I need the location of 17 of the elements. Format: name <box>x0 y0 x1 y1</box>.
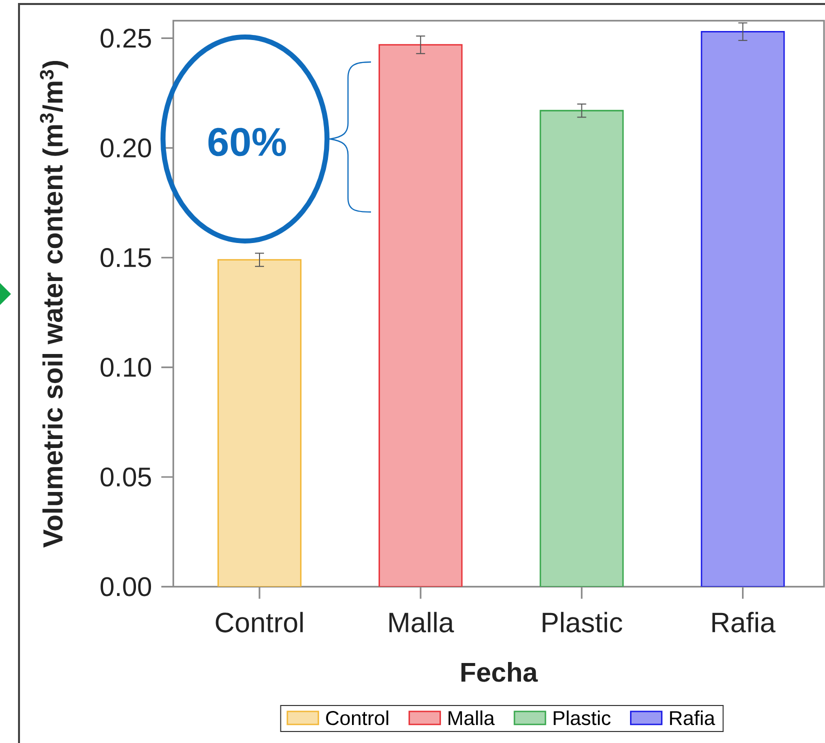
x-tick-label: Plastic <box>542 612 622 632</box>
x-axis-title: Fecha <box>461 662 538 682</box>
y-tick-label: 0.05 <box>100 467 151 487</box>
y-tick-label: 0.00 <box>100 577 152 596</box>
y-tick-label: 0.15 <box>100 248 151 268</box>
y-axis-title: Volumetric soil water content (m$^{3}$/m$^{3}$) <box>40 60 68 548</box>
x-tick-label: Malla <box>389 612 454 632</box>
x-tick-label: Rafia <box>712 612 776 632</box>
y-tick-label: 0.20 <box>100 138 152 158</box>
x-tick-label: Control <box>216 612 303 632</box>
legend-label: Rafia <box>670 710 716 726</box>
legend-label: Malla <box>448 710 495 726</box>
annotation: 60% <box>208 128 286 156</box>
y-tick-label: 0.10 <box>100 358 152 377</box>
legend-label: Control <box>326 710 388 726</box>
legend-label: Plastic <box>554 710 611 726</box>
y-tick-label: 0.25 <box>100 28 151 48</box>
